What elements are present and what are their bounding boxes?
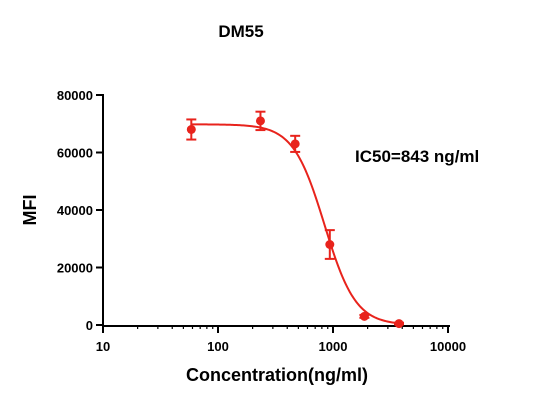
y-tick-label: 80000 xyxy=(57,88,93,103)
x-tick-label: 100 xyxy=(207,339,229,354)
x-axis-title: Concentration(ng/ml) xyxy=(186,365,368,385)
x-tick-label: 10000 xyxy=(430,339,466,354)
data-point xyxy=(255,116,265,126)
y-tick-label: 20000 xyxy=(57,261,93,276)
data-point xyxy=(394,319,404,329)
x-tick-label: 1000 xyxy=(319,339,348,354)
axes xyxy=(102,94,450,327)
y-tick-label: 60000 xyxy=(57,146,93,161)
data-point xyxy=(359,311,369,321)
x-tick-label: 10 xyxy=(96,339,110,354)
y-ticks: 0 20000 40000 60000 80000 xyxy=(57,88,103,333)
y-tick-label: 0 xyxy=(86,318,93,333)
data-point xyxy=(325,240,335,249)
x-ticks: 10 100 1000 10000 xyxy=(96,325,466,354)
data-point xyxy=(290,139,300,149)
ic50-annotation: IC50=843 ng/ml xyxy=(355,147,479,166)
y-tick-label: 40000 xyxy=(57,203,93,218)
series-group xyxy=(186,110,405,329)
chart-title: DM55 xyxy=(218,22,263,41)
data-point xyxy=(186,125,196,134)
y-axis-title: MFI xyxy=(20,195,40,226)
